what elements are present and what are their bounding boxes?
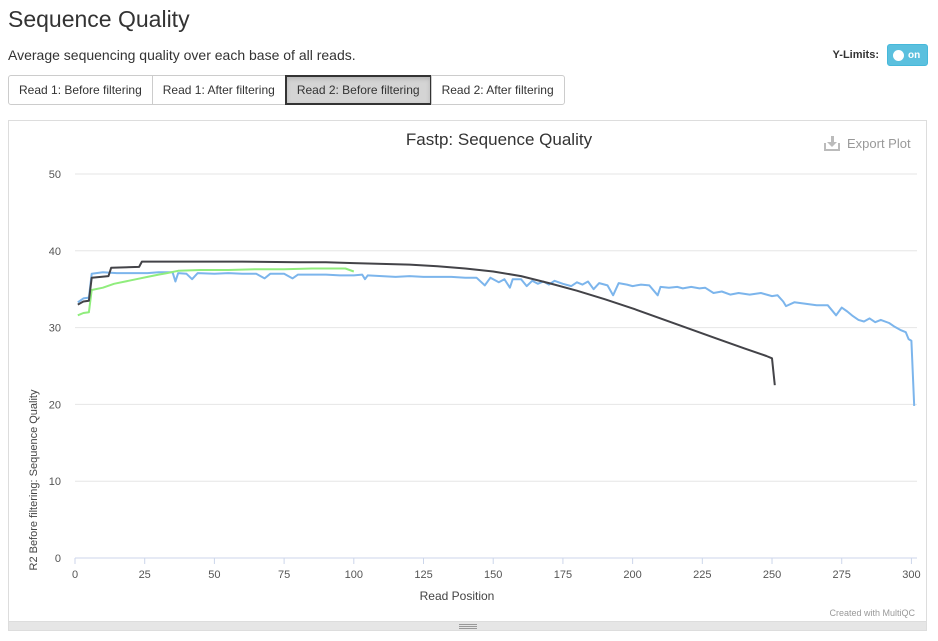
ylimits-control: Y-Limits: on — [833, 44, 928, 66]
download-icon — [824, 136, 840, 151]
y-tick-label: 40 — [49, 246, 61, 258]
x-tick-label: 0 — [72, 569, 78, 581]
ylimits-label: Y-Limits: — [832, 49, 879, 61]
series-line-2[interactable] — [77, 260, 776, 386]
y-tick-label: 20 — [49, 399, 61, 411]
x-tick-label: 75 — [278, 569, 290, 581]
y-tick-label: 10 — [49, 476, 61, 488]
export-plot-label: Export Plot — [847, 136, 911, 151]
x-tick-label: 150 — [484, 569, 502, 581]
x-tick-label: 125 — [414, 569, 432, 581]
x-tick-label: 50 — [208, 569, 220, 581]
x-tick-label: 275 — [833, 569, 851, 581]
x-tick-label: 100 — [345, 569, 363, 581]
x-tick-label: 200 — [623, 569, 641, 581]
tab-read1-after[interactable]: Read 1: After filtering — [151, 75, 286, 105]
tab-read2-before[interactable]: Read 2: Before filtering — [284, 75, 432, 105]
y-tick-label: 30 — [49, 323, 61, 335]
y-tick-label: 0 — [55, 553, 61, 565]
x-tick-label: 175 — [554, 569, 572, 581]
x-tick-label: 225 — [693, 569, 711, 581]
y-axis-label: R2 Before filtering: Sequence Quality — [28, 389, 40, 570]
tab-read1-before[interactable]: Read 1: Before filtering — [8, 75, 153, 105]
tab-read2-after[interactable]: Read 2: After filtering — [430, 75, 565, 105]
sequence-quality-chart: 0 25 50 75 100 125 150 175 200 225 250 275 300 0 10 20… — [28, 130, 921, 618]
series-line-1[interactable] — [77, 267, 355, 317]
page-title: Sequence Quality — [8, 6, 190, 32]
chart-title: Fastp: Sequence Quality — [406, 130, 593, 149]
ylimits-toggle[interactable]: on — [887, 44, 928, 66]
x-axis-label: Read Position — [420, 589, 495, 603]
y-tick-label: 50 — [49, 169, 61, 181]
page-subtitle: Average sequencing quality over each bas… — [8, 47, 356, 63]
series-line-0[interactable] — [77, 271, 916, 406]
x-tick-label: 300 — [902, 569, 920, 581]
export-plot-button[interactable]: Export Plot — [824, 136, 911, 151]
plot-resize-handle[interactable] — [8, 621, 927, 631]
credit-text: Created with MultiQC — [829, 608, 915, 618]
x-tick-label: 250 — [763, 569, 781, 581]
toggle-text: on — [908, 49, 921, 61]
toggle-knob — [893, 49, 904, 61]
grip-icon — [459, 624, 477, 629]
plot-container: 0 25 50 75 100 125 150 175 200 225 250 275 300 0 10 20… — [8, 120, 927, 630]
read-tabs: Read 1: Before filtering Read 1: After f… — [8, 75, 565, 105]
x-tick-label: 25 — [139, 569, 151, 581]
